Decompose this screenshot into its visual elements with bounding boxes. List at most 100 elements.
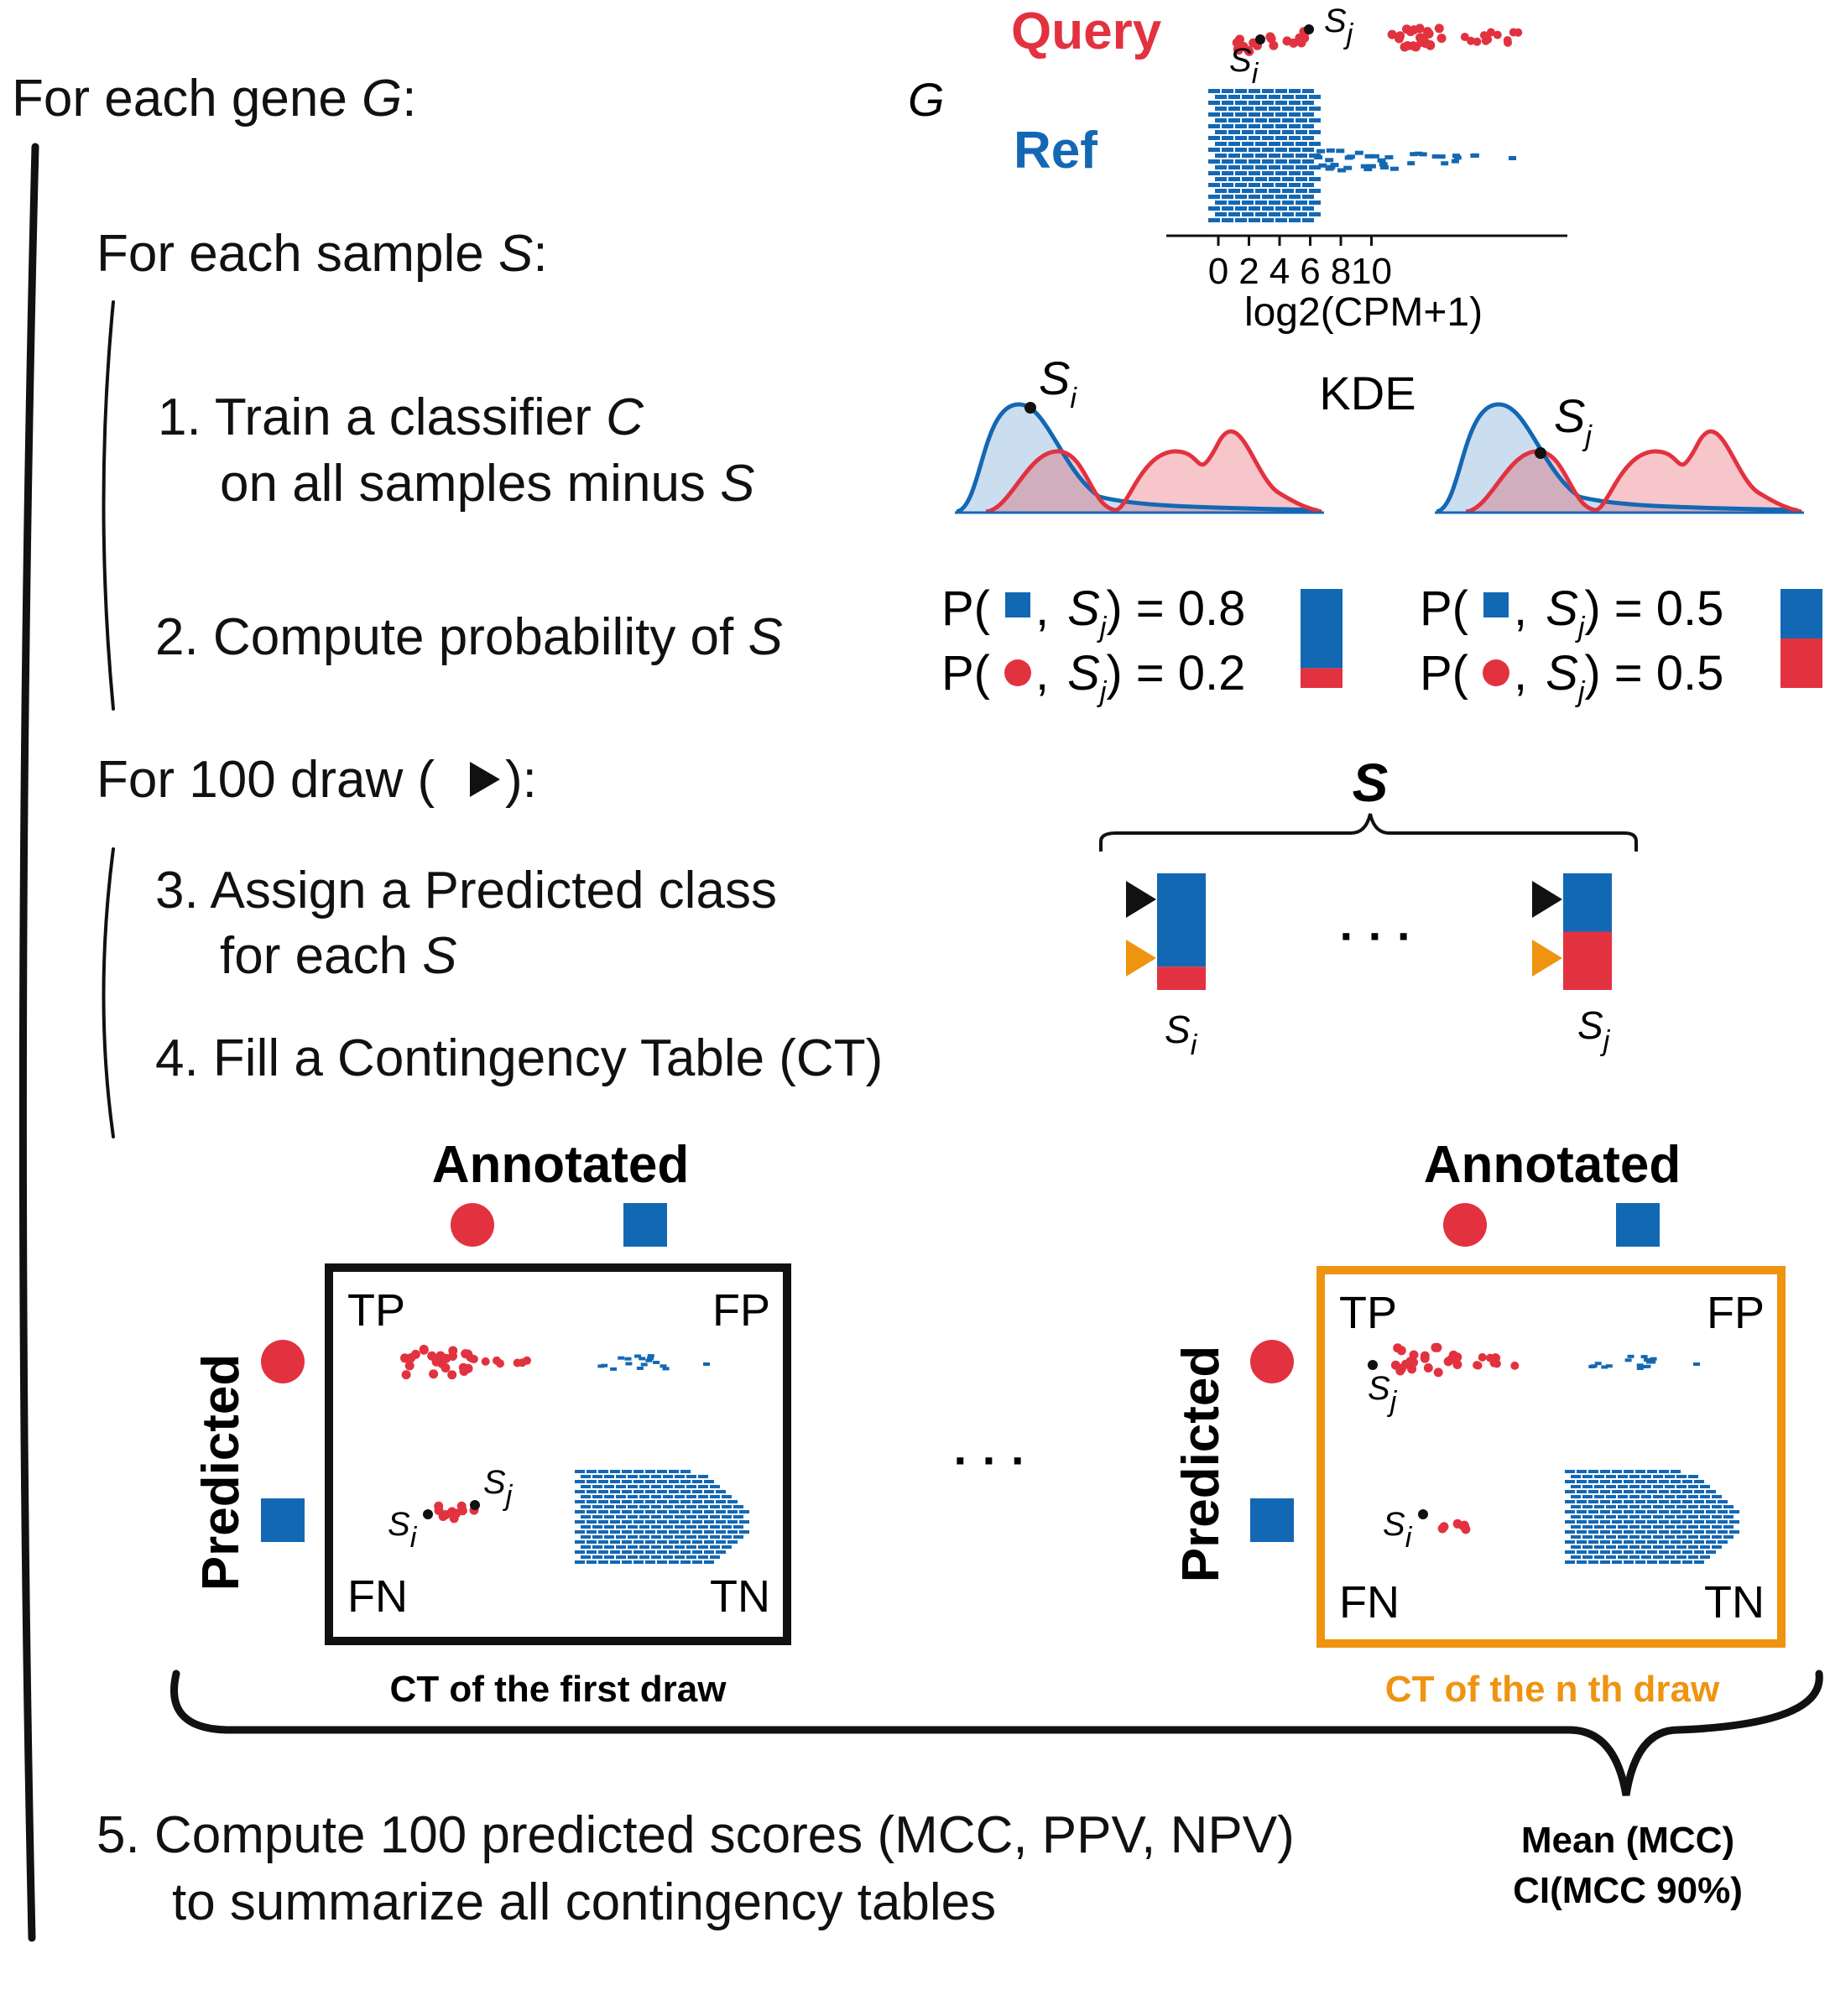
ref-sample-dash <box>1282 142 1294 146</box>
ref-sample-dash <box>592 1525 602 1529</box>
ref-sample-dash <box>727 1500 738 1503</box>
ref-sample-dash <box>628 1505 638 1508</box>
ref-sample-dash <box>698 1495 708 1498</box>
ref-sample-dash <box>1600 1510 1610 1513</box>
ref-sample-dash <box>716 1540 726 1544</box>
ref-sample-dash <box>1318 163 1327 168</box>
ref-sample-dash <box>645 1510 655 1513</box>
ref-sample-dash <box>1588 1560 1598 1564</box>
ref-sample-dash <box>651 1525 661 1529</box>
ref-sample-dash <box>669 1550 679 1554</box>
kde-right: Sj <box>1435 389 1804 514</box>
ref-sample-dash <box>675 1505 685 1508</box>
ref-sample-dash <box>1618 1545 1628 1549</box>
ref-sample-dash <box>1565 1470 1575 1473</box>
ref-sample-dash <box>1718 1510 1728 1513</box>
ref-sample-dash <box>1289 195 1301 199</box>
ref-sample-dash <box>1641 1475 1651 1478</box>
step2-text: 2. Compute probability of S <box>155 608 783 666</box>
ref-sample-dash <box>1302 148 1314 152</box>
ref-sample-dash <box>1228 201 1240 205</box>
ref-sample-dash <box>1222 124 1233 128</box>
query-sample-dot <box>481 1357 490 1366</box>
ref-sample-dash <box>587 1510 597 1513</box>
ref-sample-dash <box>651 1545 661 1549</box>
ref-sample-dash <box>1249 159 1260 164</box>
ref-sample-dash <box>716 1520 726 1524</box>
ref-sample-dash <box>598 1530 608 1534</box>
ref-sample-dash <box>1624 1560 1634 1564</box>
ref-sample-dash <box>1618 1505 1628 1508</box>
ref-sample-dash <box>1606 1555 1616 1559</box>
kde-label: KDE <box>1319 367 1416 419</box>
ref-sample-dash <box>739 1510 749 1513</box>
query-sample-dot <box>1473 37 1482 46</box>
ref-sample-dash <box>1629 1485 1640 1488</box>
ref-sample-dash <box>587 1540 597 1544</box>
ref-sample-dash <box>657 1470 667 1473</box>
ref-sample-dash <box>1665 1485 1675 1488</box>
ref-sample-dash <box>710 1535 720 1539</box>
step5-line2: to summarize all contingency tables <box>172 1873 996 1931</box>
ref-sample-dash <box>669 1470 679 1473</box>
ref-sample-dash <box>1629 1495 1640 1498</box>
ref-sample-dash <box>1255 130 1267 134</box>
ref-sample-dash <box>1565 1560 1575 1564</box>
ref-sample-dash <box>1594 1555 1604 1559</box>
ref-sample-dash <box>1327 164 1336 169</box>
ref-sample-dash <box>1706 1520 1716 1524</box>
ref-sample-dash <box>1354 150 1363 155</box>
ref-sample-dash <box>1647 1490 1657 1493</box>
ref-square-icon <box>1483 592 1509 617</box>
ref-sample-dash <box>722 1535 732 1539</box>
ref-sample-dash <box>669 1500 679 1503</box>
ref-sample-dash <box>1309 189 1321 193</box>
ref-sample-dash <box>1688 1485 1698 1488</box>
ref-sample-dash <box>1302 218 1314 222</box>
ref-sample-dash <box>675 1495 685 1498</box>
first-predicted-label: Predicted <box>192 1354 250 1591</box>
ref-sample-dash <box>727 1520 738 1524</box>
ref-sample-dash <box>1600 1470 1610 1473</box>
ref-sample-dash <box>587 1470 597 1473</box>
ref-sample-dash <box>616 1475 626 1478</box>
ref-sample-dash <box>739 1520 749 1524</box>
ref-sample-dash <box>686 1535 696 1539</box>
ref-sample-dash <box>604 1525 614 1529</box>
ref-sample-dash <box>1676 1505 1687 1508</box>
ref-sample-dash <box>1629 1525 1640 1529</box>
summary-brace <box>170 1670 1823 1796</box>
ref-sample-dash <box>704 1540 714 1544</box>
ref-sample-dash <box>1228 165 1240 169</box>
ref-sample-dash <box>1635 1500 1645 1503</box>
ref-sample-dash <box>1565 1490 1575 1493</box>
ref-label: Ref <box>1014 122 1097 180</box>
ref-sample-dash <box>592 1495 602 1498</box>
ref-sample-dash <box>1275 148 1287 152</box>
ref-sample-dash <box>1451 159 1459 164</box>
query-sample-dot <box>1289 38 1299 48</box>
ref-sample-dash <box>692 1520 702 1524</box>
first-table-caption: CT of the first draw <box>390 1669 727 1710</box>
swarm-sample-i-label: Si <box>1229 42 1259 90</box>
ref-sample-dash <box>1316 148 1325 154</box>
ref-sample-dash <box>1289 124 1301 128</box>
ref-sample-dash <box>645 1520 655 1524</box>
ref-sample-dash <box>1629 1515 1640 1519</box>
ref-sample-dash <box>704 1510 714 1513</box>
ref-sample-dash <box>1262 159 1274 164</box>
ref-sample-dash <box>639 1495 649 1498</box>
query-sample-dot <box>1439 1522 1449 1532</box>
ref-sample-dash <box>1653 1535 1663 1539</box>
ref-sample-dash <box>1571 1545 1581 1549</box>
ref-sample-dash <box>616 1535 626 1539</box>
ref-sample-dash <box>575 1470 585 1473</box>
ref-sample-dash <box>604 1535 614 1539</box>
ref-sample-dash <box>581 1515 591 1519</box>
ref-sample-dash <box>692 1530 702 1534</box>
ref-sample-dash <box>710 1525 720 1529</box>
prob-bar-right <box>1780 589 1822 688</box>
ref-sample-dash <box>1671 1490 1681 1493</box>
query-sample-dot <box>459 1367 469 1376</box>
ref-sample-dash <box>1665 1555 1675 1559</box>
